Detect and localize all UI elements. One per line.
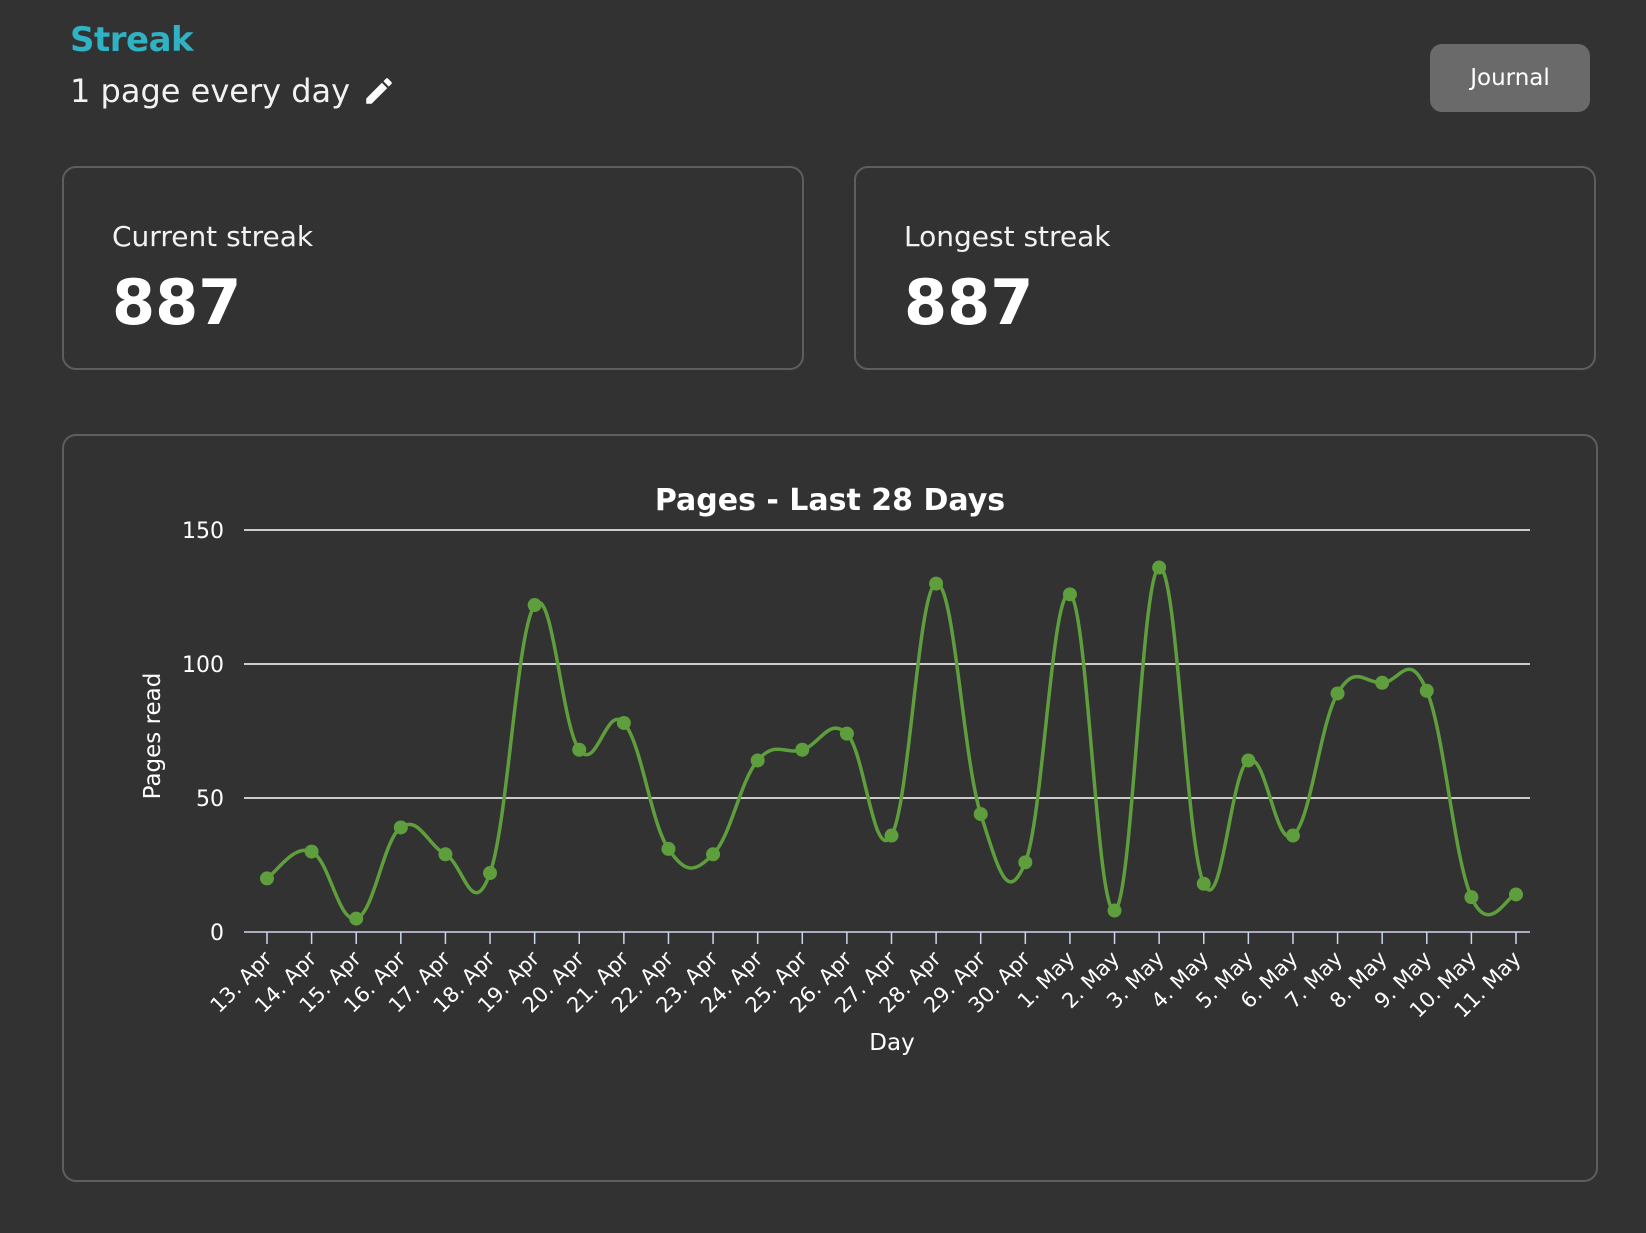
data-point[interactable] — [1464, 890, 1479, 905]
brand-title: Streak — [70, 20, 194, 60]
data-point[interactable] — [1241, 753, 1256, 768]
data-point[interactable] — [1062, 587, 1077, 602]
data-point[interactable] — [483, 866, 498, 881]
pencil-icon[interactable] — [362, 74, 396, 108]
data-point[interactable] — [1018, 855, 1033, 870]
data-point[interactable] — [1285, 828, 1300, 843]
goal-row: 1 page every day — [70, 72, 396, 110]
data-point[interactable] — [1107, 903, 1122, 918]
data-point[interactable] — [438, 847, 453, 862]
data-point[interactable] — [795, 742, 810, 757]
goal-text: 1 page every day — [70, 72, 351, 110]
data-point[interactable] — [572, 742, 587, 757]
data-point[interactable] — [1509, 887, 1523, 902]
longest-streak-value: 887 — [904, 266, 1034, 339]
data-point[interactable] — [393, 820, 408, 835]
pages-line-chart: Pages - Last 28 Days 0 50 100 150 13. Apr14… — [140, 483, 1530, 1056]
y-axis-label: Pages read — [140, 673, 166, 800]
data-point[interactable] — [349, 911, 364, 926]
data-point[interactable] — [750, 753, 765, 768]
data-point[interactable] — [706, 847, 721, 862]
current-streak-card: Current streak 887 — [62, 166, 804, 370]
chart-title: Pages - Last 28 Days — [655, 483, 1005, 518]
data-point[interactable] — [1152, 560, 1167, 575]
data-point[interactable] — [839, 726, 854, 741]
x-axis-label: Day — [869, 1030, 914, 1056]
data-point[interactable] — [616, 715, 631, 730]
gridlines — [244, 529, 1530, 799]
y-tick-label: 150 — [182, 519, 224, 544]
y-axis: 0 50 100 150 — [182, 519, 224, 946]
data-point[interactable] — [929, 576, 944, 591]
pages-chart-card: Pages - Last 28 Days 0 50 100 150 13. Apr 14… — [62, 434, 1598, 1182]
y-tick-label: 100 — [182, 653, 224, 678]
y-tick-label: 0 — [210, 921, 224, 946]
data-point[interactable] — [1375, 675, 1390, 690]
current-streak-value: 887 — [112, 266, 242, 339]
x-axis — [244, 931, 1530, 944]
data-point[interactable] — [661, 841, 676, 856]
data-point[interactable] — [1419, 683, 1434, 698]
longest-streak-label: Longest streak — [904, 220, 1111, 253]
data-point[interactable] — [884, 828, 899, 843]
series-line — [265, 565, 1517, 921]
journal-button[interactable]: Journal — [1430, 44, 1590, 112]
data-point[interactable] — [260, 871, 274, 886]
longest-streak-card: Longest streak 887 — [854, 166, 1596, 370]
data-point[interactable] — [304, 844, 319, 859]
current-streak-label: Current streak — [112, 220, 314, 253]
y-tick-label: 50 — [196, 787, 224, 812]
data-point[interactable] — [973, 807, 988, 822]
data-point[interactable] — [1196, 876, 1211, 891]
data-point[interactable] — [1330, 686, 1345, 701]
data-point[interactable] — [527, 598, 542, 613]
data-points — [260, 560, 1523, 926]
